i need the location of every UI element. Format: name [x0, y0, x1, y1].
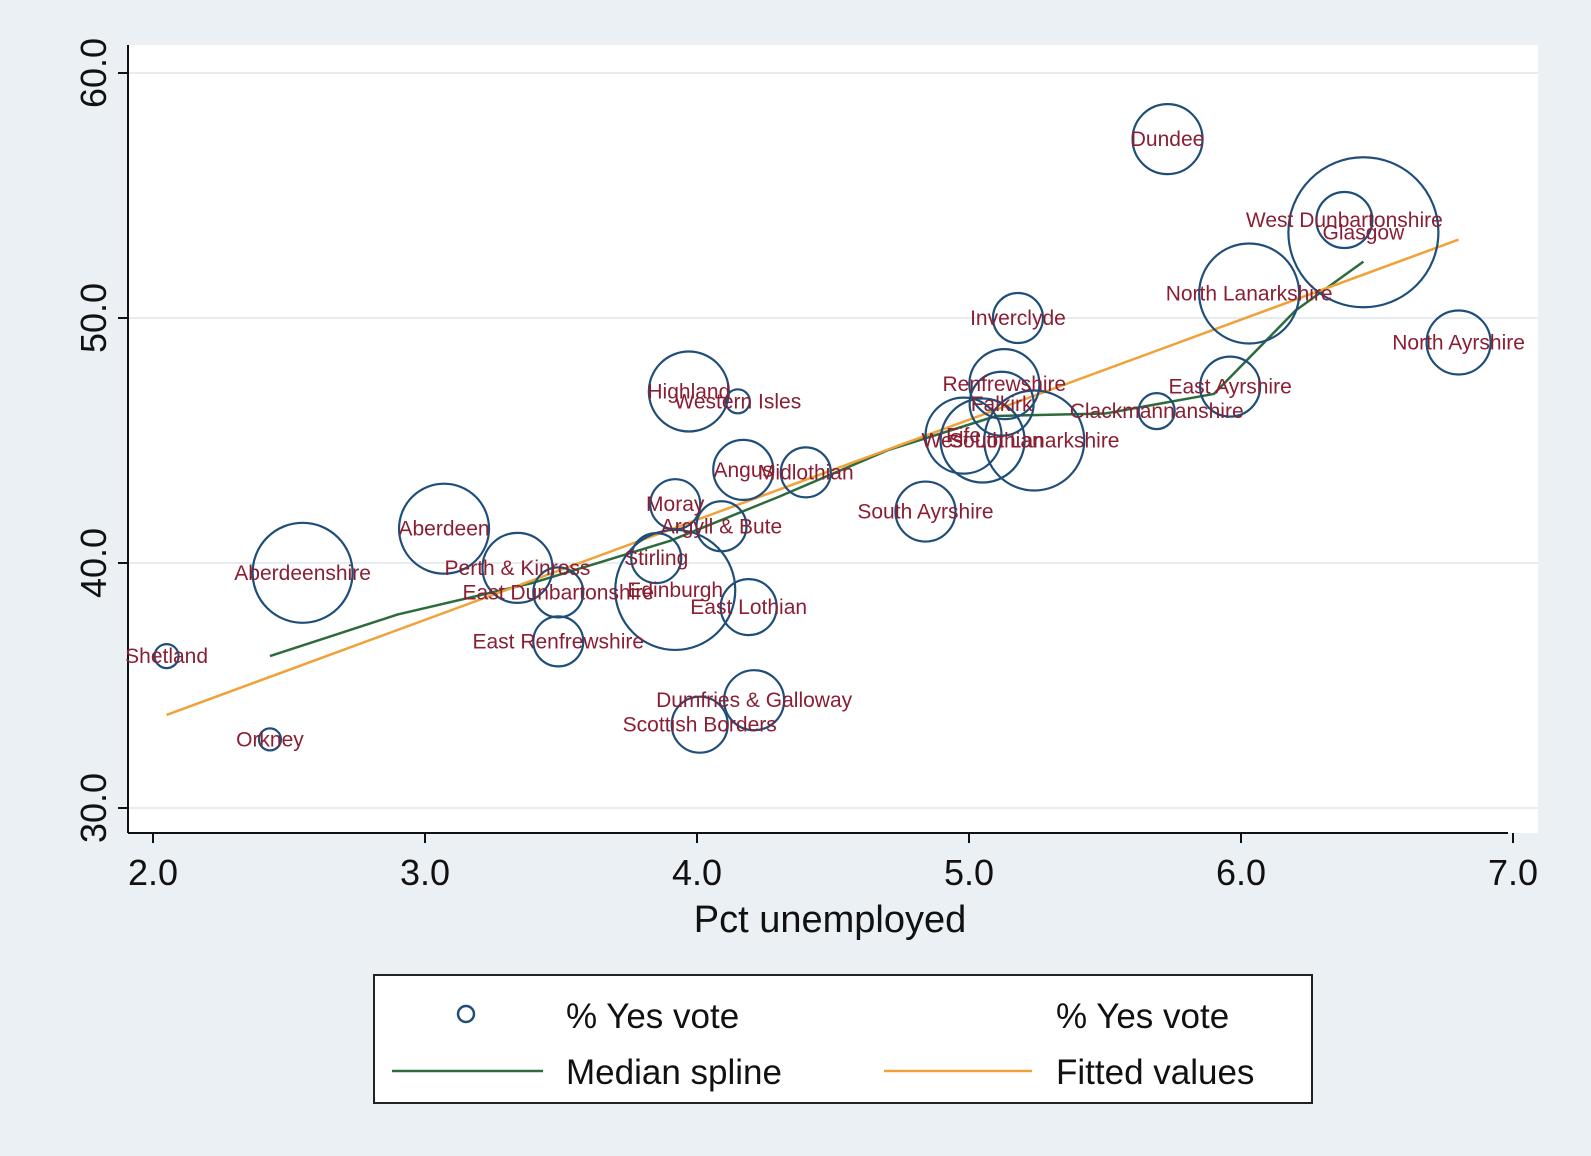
x-axis-title: Pct unemployed [694, 899, 967, 941]
y-tick-label: 40.0 [73, 528, 114, 598]
point-label: Scottish Borders [623, 714, 777, 737]
y-tick-label: 30.0 [73, 773, 114, 843]
bubble-markers [153, 103, 1492, 754]
bubble-marker [532, 615, 585, 668]
point-label: Western Isles [674, 390, 801, 413]
point-label: Angus [713, 459, 773, 482]
fit-lines [166, 238, 1460, 717]
axes: 2.0 3.0 4.0 5.0 6.0 7.0 30.0 40.0 50.0 60.0 [73, 38, 1538, 893]
point-label: Perth & Kinross [445, 557, 591, 580]
x-tick-label: 5.0 [944, 852, 994, 893]
x-tick-label: 7.0 [1488, 852, 1538, 893]
legend-label-yes-vote: % Yes vote [566, 997, 739, 1036]
point-label: Stirling [624, 547, 688, 570]
y-tick-label: 50.0 [73, 283, 114, 353]
bubble-marker [968, 348, 1041, 421]
bubble-marker [939, 397, 1026, 484]
point-label: Argyll & Bute [661, 515, 782, 538]
bubble-marker [991, 291, 1045, 345]
point-label: North Ayrshire [1392, 332, 1525, 355]
bubble-marker [924, 396, 1003, 475]
fitted-values-line [166, 238, 1460, 717]
bubble-marker [1425, 309, 1492, 376]
legend: % Yes vote % Yes vote Median spline Fitt… [373, 974, 1313, 1104]
point-label: Clackmannanshire [1070, 400, 1244, 423]
plot-area [128, 45, 1538, 833]
bubble-marker [1199, 355, 1262, 418]
point-label: Dundee [1131, 128, 1205, 151]
point-label: Aberdeenshire [234, 562, 371, 585]
point-label: South Ayrshire [857, 501, 993, 524]
point-label: Falkirk [971, 393, 1033, 416]
point-label: Edinburgh [627, 579, 723, 602]
point-label: Aberdeen [399, 518, 490, 541]
point-label: South Lanarkshire [949, 430, 1119, 453]
point-label: Shetland [125, 645, 208, 668]
point-label: Fife [946, 425, 981, 448]
bubble-marker [723, 669, 786, 732]
x-tick-label: 3.0 [400, 852, 450, 893]
bubble-marker [712, 438, 775, 501]
point-label: Moray [646, 493, 705, 516]
y-tick-label: 60.0 [73, 38, 114, 108]
bubble-marker [257, 727, 283, 752]
bubble-marker [1315, 190, 1374, 250]
bubble-marker [1131, 103, 1204, 176]
bubble-marker [983, 389, 1086, 492]
point-label: Highland [647, 381, 730, 404]
bubble-marker [1287, 156, 1440, 309]
point-label: East Dunbartonshire [463, 581, 654, 604]
point-label: Renfrewshire [943, 373, 1067, 396]
bubble-marker [724, 388, 751, 415]
gridlines [128, 72, 1538, 809]
bubble-marker [894, 480, 957, 543]
bubble-marker [670, 695, 729, 754]
point-label: Inverclyde [970, 307, 1066, 330]
point-label: Orkney [236, 728, 304, 751]
point-label: Midlothian [758, 461, 854, 484]
point-label: East Renfrewshire [472, 630, 644, 653]
x-tick-label: 2.0 [128, 852, 178, 893]
bubble-marker [1137, 392, 1176, 431]
bubble-marker [1198, 242, 1301, 345]
point-label: East Ayrshire [1168, 376, 1291, 399]
bubble-marker [614, 528, 737, 652]
x-tick-label: 6.0 [1216, 852, 1266, 893]
legend-label-yes-vote-labels: % Yes vote [1056, 997, 1229, 1036]
bubble-marker [153, 642, 180, 670]
x-tick-label: 4.0 [672, 852, 722, 893]
bubble-marker [719, 577, 778, 637]
bubble-marker [647, 350, 730, 433]
point-label: Dumfries & Galloway [656, 689, 853, 712]
point-label: North Lanarkshire [1166, 283, 1333, 306]
bubble-marker [251, 521, 354, 624]
point-label: East Lothian [690, 596, 807, 619]
legend-marker-icon [456, 1004, 476, 1024]
bubble-marker [397, 482, 491, 575]
legend-label-median-spline: Median spline [566, 1053, 782, 1092]
point-label: West Dunbartonshire [1246, 209, 1443, 232]
point-label: Glasgow [1323, 221, 1406, 244]
legend-label-fitted-values: Fitted values [1056, 1053, 1254, 1092]
legend-box [373, 974, 1313, 1104]
point-label: West Lothian [922, 430, 1044, 453]
bubble-marker [779, 446, 832, 499]
